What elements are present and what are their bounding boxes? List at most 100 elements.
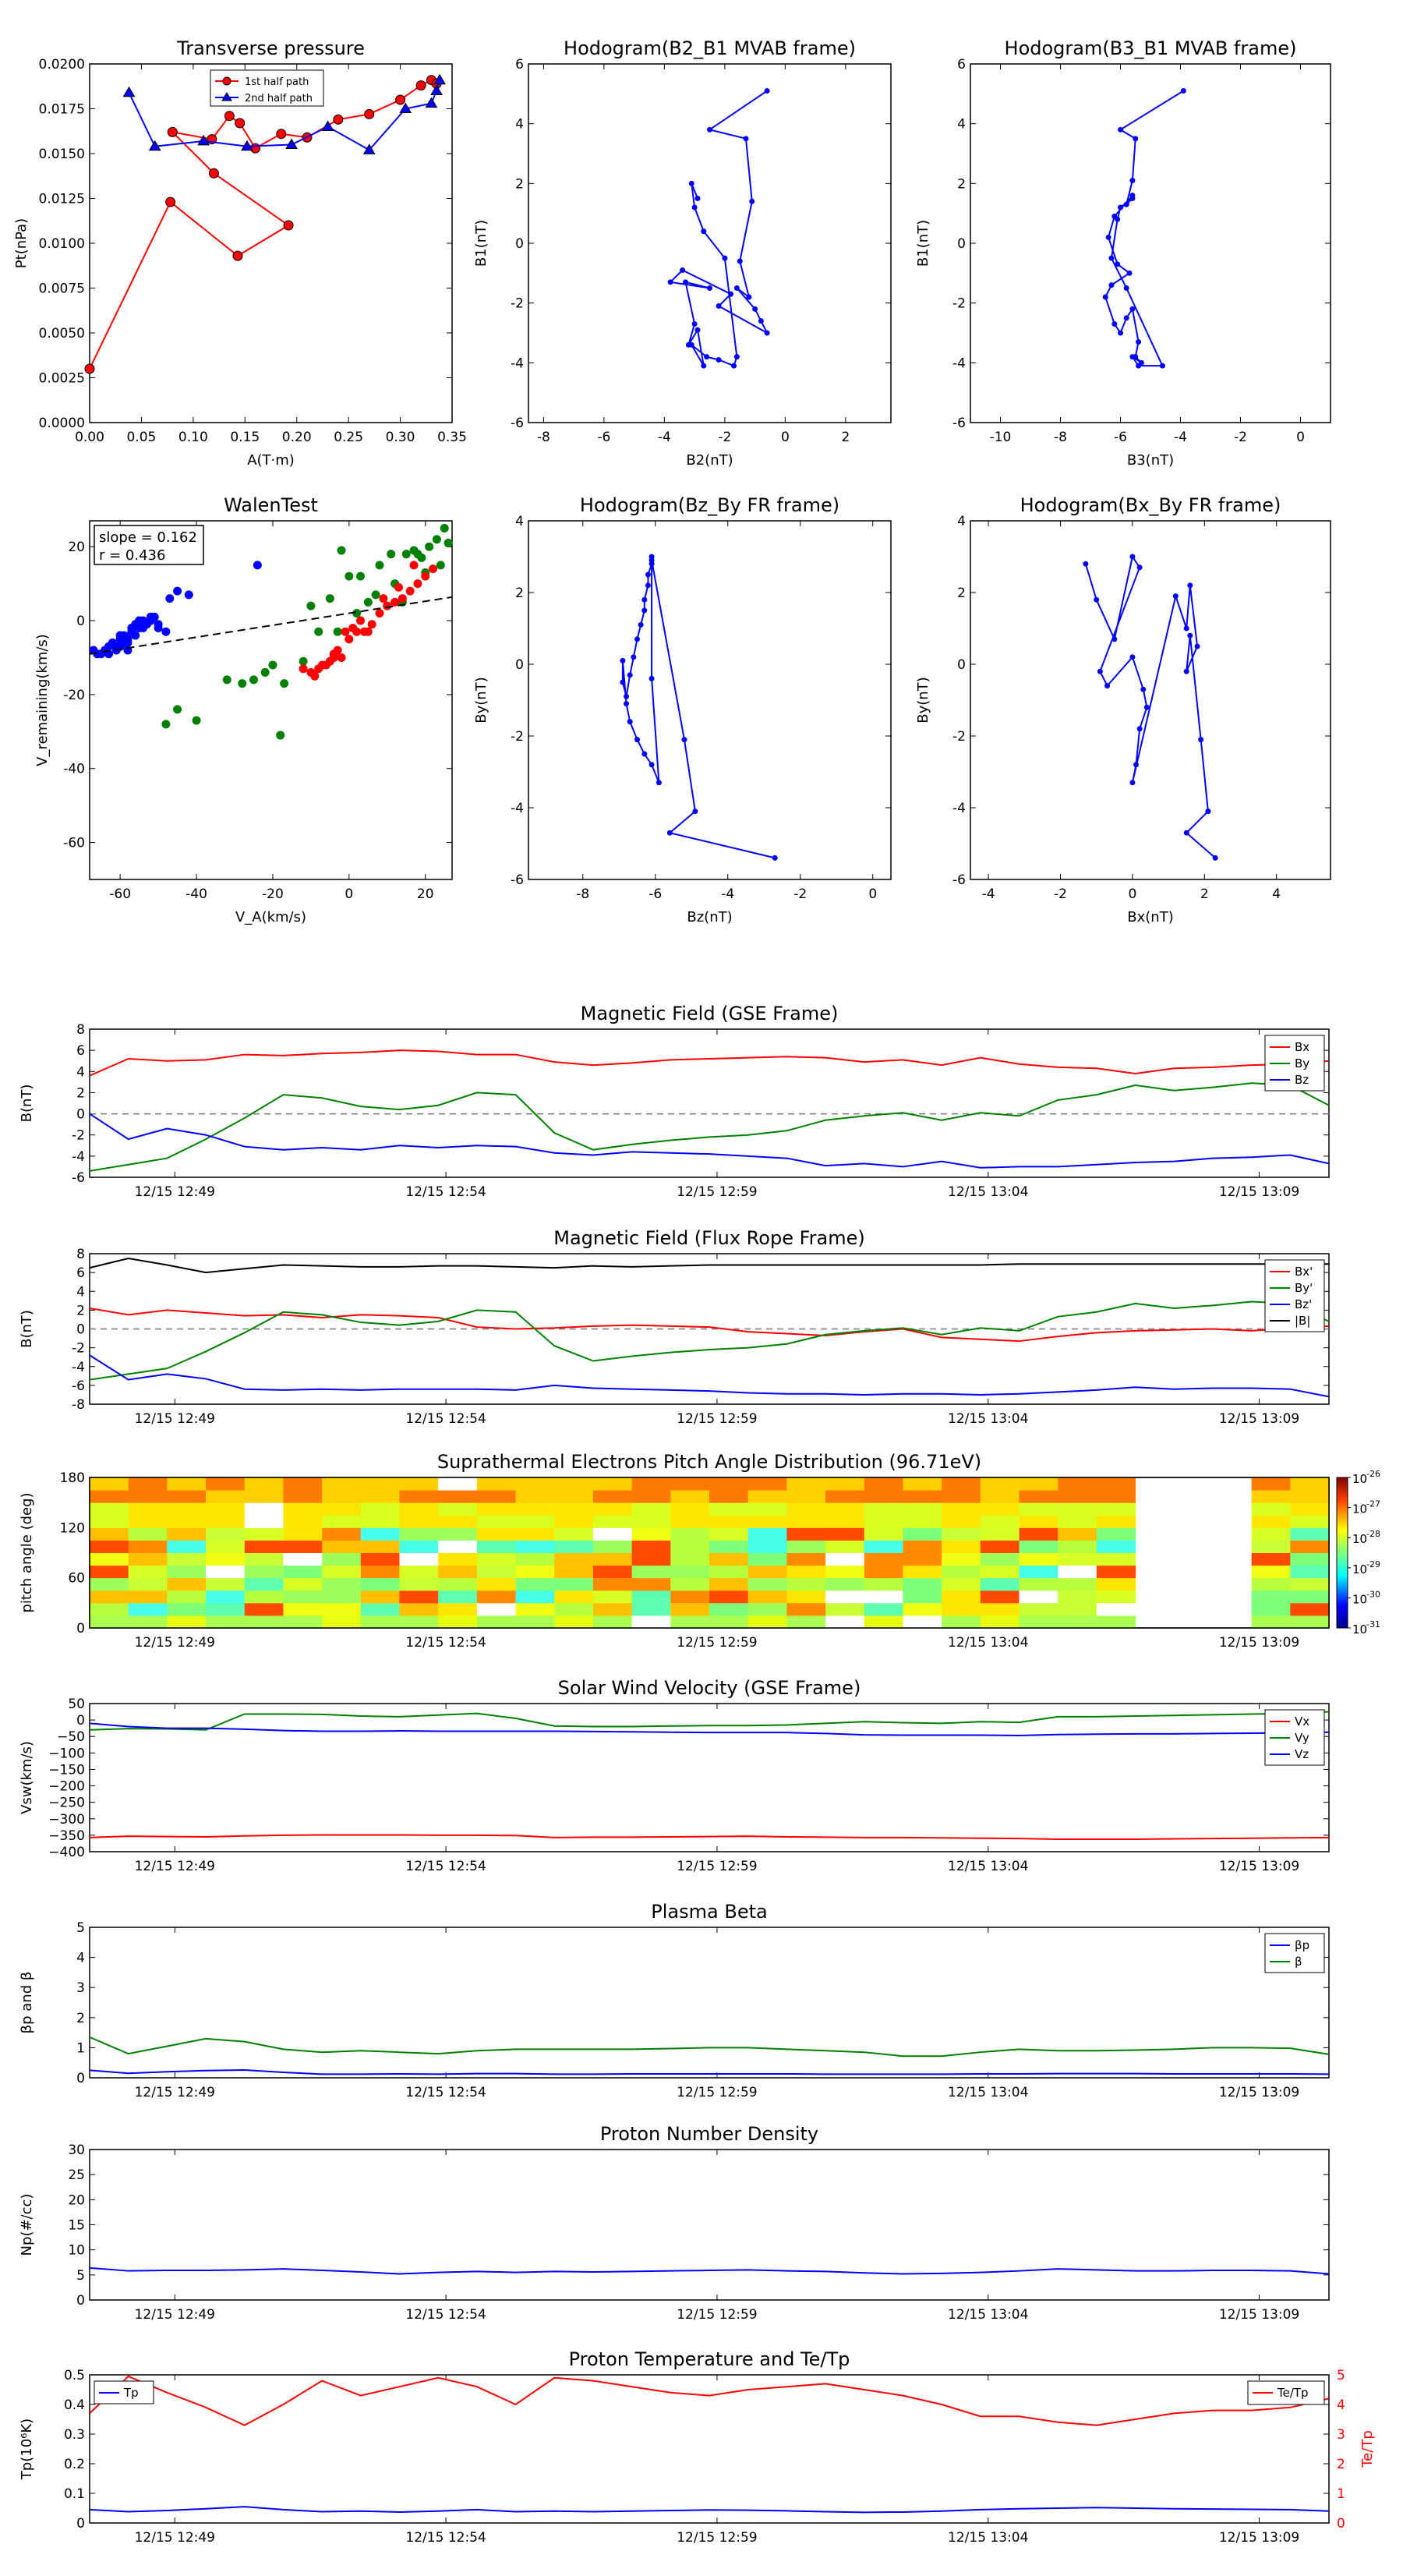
heatmap-cell	[1058, 1515, 1097, 1528]
heatmap-cell	[1058, 1477, 1097, 1491]
y-axis-label: B1(nT)	[915, 220, 931, 267]
scatter-point	[356, 571, 366, 581]
scatter-point	[367, 620, 376, 629]
x-tick-label: -6	[648, 886, 662, 902]
heatmap-cell	[864, 1590, 903, 1604]
heatmap-cell	[322, 1502, 362, 1516]
heatmap-cell	[1096, 1477, 1136, 1491]
heatmap-cell	[903, 1590, 942, 1604]
heatmap-cell	[980, 1577, 1020, 1591]
heatmap-cell	[322, 1490, 362, 1503]
data-point	[645, 582, 651, 589]
heatmap-cell	[1019, 1540, 1058, 1553]
x-tick-label: 12/15 13:04	[948, 1411, 1028, 1427]
heatmap-cell	[283, 1515, 323, 1528]
x-tick-label: 12/15 13:04	[948, 2307, 1028, 2323]
heatmap-cell	[167, 1540, 207, 1553]
scatter-point	[192, 716, 201, 725]
heatmap-cell	[1290, 1602, 1330, 1616]
heatmap-cell	[90, 1477, 129, 1491]
heatmap-cell	[631, 1602, 671, 1616]
data-point	[1129, 654, 1136, 660]
heatmap-cell	[825, 1477, 865, 1491]
heatmap-cell	[128, 1540, 168, 1553]
heatmap-cell	[360, 1577, 400, 1591]
plot-frame-top	[89, 1477, 1330, 1629]
data-point	[235, 118, 246, 129]
x-tick-label: 12/15 12:54	[405, 1184, 486, 1200]
heatmap-cell	[128, 1527, 168, 1541]
heatmap-cell	[786, 1602, 826, 1616]
scatter-point	[310, 671, 320, 681]
scatter-point	[413, 579, 422, 589]
scatter-point	[260, 667, 270, 677]
data-point	[1183, 830, 1189, 836]
data-point	[1111, 636, 1118, 642]
heatmap-cell	[476, 1577, 517, 1591]
heatmap-cell	[1019, 1490, 1058, 1503]
heatmap-cell	[1058, 1602, 1097, 1616]
heatmap-cell	[438, 1515, 478, 1528]
y-tick-label: 20	[68, 2192, 85, 2208]
heatmap-cell	[1019, 1477, 1058, 1491]
heatmap-cell	[980, 1615, 1020, 1629]
heatmap-cell	[747, 1477, 787, 1491]
data-point	[634, 737, 640, 743]
data-point	[627, 719, 633, 725]
y-tick-label: 10	[68, 2243, 85, 2259]
heatmap-cell	[206, 1490, 246, 1503]
heatmap-cell	[399, 1477, 439, 1491]
heatmap-cell	[592, 1540, 633, 1553]
heatmap-cell	[206, 1552, 246, 1566]
data-point	[620, 657, 626, 663]
colorbar-label-exponent: -31	[1366, 1619, 1380, 1629]
y-tick-label: −300	[48, 1812, 85, 1828]
heatmap-cell	[631, 1565, 671, 1579]
heatmap-cell	[167, 1477, 207, 1491]
heatmap-cell	[244, 1502, 284, 1516]
heatmap-cell	[592, 1527, 633, 1541]
heatmap-cell	[167, 1602, 207, 1616]
x-tick-label: 12/15 12:54	[405, 1635, 486, 1651]
heatmap-cell	[515, 1515, 555, 1528]
heatmap-cell	[515, 1527, 555, 1541]
heatmap-cell	[709, 1615, 749, 1629]
legend-label: 1st half path	[245, 76, 309, 88]
data-point	[241, 140, 253, 151]
heatmap-cell	[244, 1590, 284, 1604]
data-point	[1140, 686, 1147, 692]
legend-label: By'	[1295, 1281, 1313, 1295]
plot-frame	[89, 1927, 1330, 2079]
y-tick-label: -2	[511, 296, 524, 312]
legend-label: Bx'	[1295, 1265, 1313, 1279]
x-tick-label: 12/15 12:59	[677, 1859, 757, 1874]
y-tick-label: 15	[68, 2218, 85, 2234]
heatmap-cell	[128, 1602, 168, 1616]
x-tick-label: 0	[781, 430, 790, 445]
heatmap-cell	[283, 1577, 323, 1591]
y-tick-label: 5	[76, 1920, 85, 1936]
heatmap-cell	[709, 1565, 749, 1579]
legend-label: Te/Tp	[1277, 2386, 1309, 2400]
data-point	[1129, 306, 1136, 312]
heatmap-cell	[631, 1490, 671, 1503]
heatmap-cell	[206, 1477, 246, 1491]
heatmap-cell	[825, 1552, 865, 1566]
chart-walen: WalenTest -60 -40 -20 0 20 -60 -40 -20 0 20 V_A(km/…	[34, 494, 453, 925]
heatmap-cell	[476, 1490, 517, 1503]
legend-marker	[222, 76, 231, 86]
scatter-point	[119, 638, 129, 647]
heatmap-cells	[90, 1477, 1330, 1629]
scatter-point	[184, 590, 193, 600]
y-tick-label: -8	[72, 1397, 85, 1413]
x-tick-label: -2	[1054, 886, 1067, 902]
y-tick-label: 4	[957, 514, 966, 529]
y-tick-label: -4	[952, 801, 966, 816]
chart-title: Solar Wind Velocity (GSE Frame)	[558, 1677, 861, 1699]
heatmap-cell	[786, 1565, 826, 1579]
heatmap-cell	[128, 1477, 168, 1491]
heatmap-cell	[903, 1490, 942, 1503]
data-point	[666, 830, 673, 836]
data-point	[764, 88, 770, 94]
data-point	[1180, 88, 1186, 94]
